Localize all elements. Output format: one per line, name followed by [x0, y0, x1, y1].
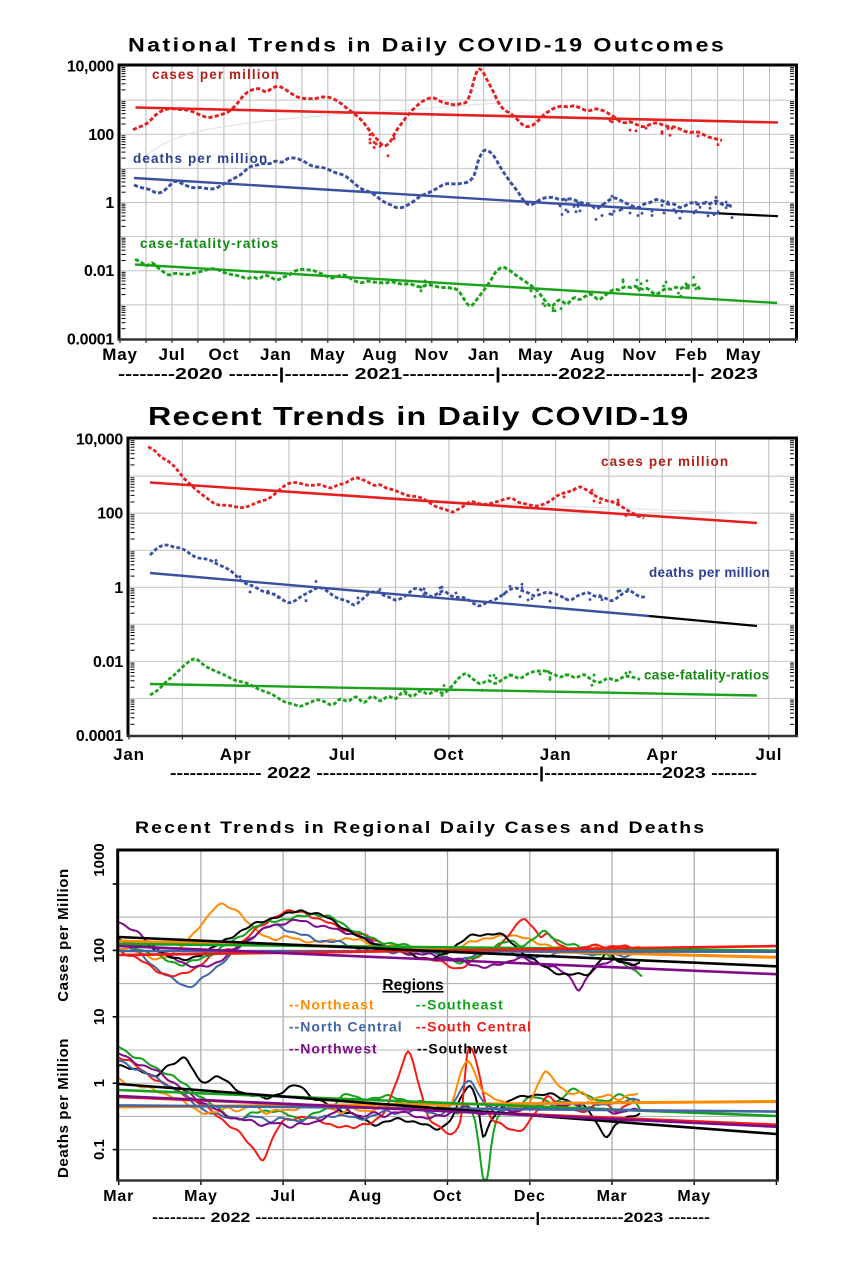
svg-text:Jul: Jul	[755, 745, 782, 764]
svg-text:May: May	[310, 345, 345, 364]
svg-text:National Trends in Daily COVID: National Trends in Daily COVID-19 Outcom…	[128, 35, 726, 56]
svg-text:0.0001: 0.0001	[67, 332, 115, 349]
svg-text:May: May	[518, 345, 553, 364]
svg-text:case-fatality-ratios: case-fatality-ratios	[140, 236, 279, 251]
svg-text:Apr: Apr	[220, 745, 252, 764]
svg-text:0.0001: 0.0001	[76, 728, 124, 745]
svg-text:100: 100	[88, 127, 114, 144]
svg-text:Deaths per Million: Deaths per Million	[55, 1038, 72, 1178]
svg-text:Mar: Mar	[103, 1188, 134, 1205]
svg-text:Jan: Jan	[468, 345, 500, 364]
svg-text:1: 1	[114, 580, 123, 597]
svg-text:Regions: Regions	[382, 977, 443, 994]
svg-text:0.01: 0.01	[93, 654, 123, 671]
svg-text:Nov: Nov	[415, 345, 450, 364]
svg-text:Dec: Dec	[514, 1188, 546, 1205]
svg-text:May: May	[726, 345, 761, 364]
svg-text:0.01: 0.01	[84, 263, 114, 280]
svg-text:May: May	[102, 345, 137, 364]
svg-text:--Northwest: --Northwest	[289, 1041, 378, 1057]
svg-text:cases per million: cases per million	[152, 67, 280, 82]
svg-text:case-fatality-ratios: case-fatality-ratios	[644, 668, 769, 683]
svg-text:Mar: Mar	[597, 1188, 628, 1205]
svg-text:10,000: 10,000	[67, 59, 115, 76]
svg-text:100: 100	[97, 506, 123, 523]
svg-text:--South Central: --South Central	[416, 1019, 532, 1035]
svg-text:Aug: Aug	[570, 345, 605, 364]
svg-text:Feb: Feb	[675, 345, 708, 364]
svg-text:Jan: Jan	[260, 345, 292, 364]
svg-text:Jul: Jul	[329, 745, 356, 764]
svg-text:deaths per million: deaths per million	[649, 565, 770, 580]
svg-text:May: May	[184, 1188, 218, 1205]
svg-text:--Southeast: --Southeast	[416, 997, 504, 1013]
svg-text:Jul: Jul	[159, 345, 186, 364]
svg-text:deaths per million: deaths per million	[133, 151, 268, 166]
svg-text:--------2020 -------|---------: --------2020 -------|--------- 2021-----…	[118, 366, 759, 383]
svg-text:Nov: Nov	[622, 345, 657, 364]
svg-text:-------------- 2022 ----------: -------------- 2022 --------------------…	[170, 765, 757, 782]
svg-text:10,000: 10,000	[76, 432, 124, 449]
svg-text:Jan: Jan	[113, 745, 145, 764]
svg-text:Oct: Oct	[434, 745, 465, 764]
svg-text:1: 1	[105, 195, 114, 212]
svg-text:--North Central: --North Central	[289, 1019, 403, 1035]
svg-text:Jan: Jan	[540, 745, 572, 764]
svg-text:May: May	[677, 1188, 711, 1205]
svg-text:Apr: Apr	[646, 745, 678, 764]
svg-text:Oct: Oct	[209, 345, 240, 364]
svg-text:Recent Trends in Regional Dail: Recent Trends in Regional Daily Cases an…	[135, 818, 706, 836]
svg-text:cases per million: cases per million	[601, 454, 729, 469]
svg-text:10: 10	[91, 1008, 108, 1025]
svg-text:Oct: Oct	[433, 1188, 462, 1205]
svg-text:0.1: 0.1	[91, 1139, 108, 1160]
svg-text:1000: 1000	[91, 843, 108, 876]
svg-text:Aug: Aug	[349, 1188, 383, 1205]
svg-text:100: 100	[91, 938, 108, 963]
svg-text:Recent Trends in Daily COVID-1: Recent Trends in Daily COVID-19	[148, 402, 690, 431]
svg-text:--------- 2022 ---------------: --------- 2022 -------------------------…	[152, 1209, 710, 1225]
svg-text:Jul: Jul	[270, 1188, 296, 1205]
svg-text:--Southwest: --Southwest	[417, 1041, 508, 1057]
svg-text:Cases per Million: Cases per Million	[55, 868, 72, 1002]
svg-text:1: 1	[91, 1079, 108, 1087]
svg-text:--Northeast: --Northeast	[289, 997, 375, 1013]
svg-text:Aug: Aug	[362, 345, 397, 364]
